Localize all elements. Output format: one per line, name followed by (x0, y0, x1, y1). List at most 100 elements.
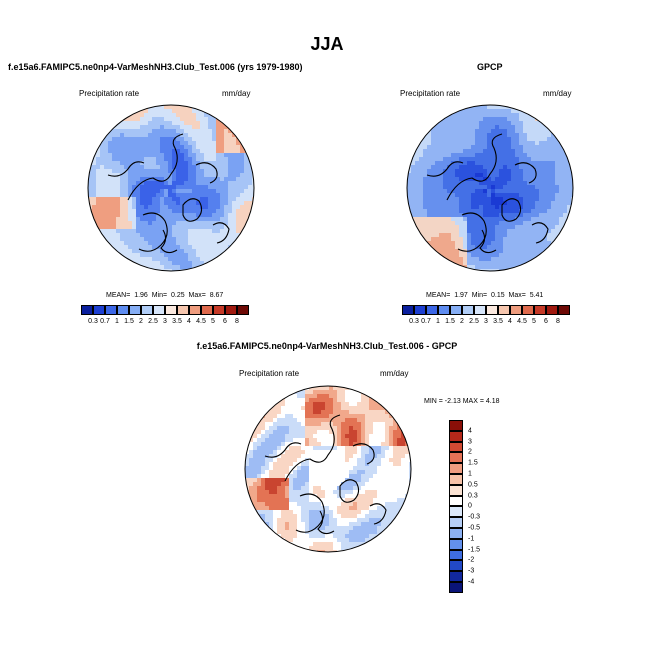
colorbar-swatch (534, 305, 546, 315)
coastline (107, 133, 230, 254)
colorbar-swatch (141, 305, 153, 315)
colorbar-swatch (177, 305, 189, 315)
model-colorbar (81, 305, 249, 315)
diff-units: mm/day (380, 369, 409, 378)
colorbar-tick-label: 0.7 (421, 318, 431, 325)
colorbar-swatch (449, 420, 463, 431)
colorbar-tick-label: 0.3 (409, 318, 419, 325)
colorbar-tick-label: 6 (544, 318, 548, 325)
colorbar-swatch (189, 305, 201, 315)
colorbar-swatch (213, 305, 225, 315)
colorbar-swatch (81, 305, 93, 315)
colorbar-tick-label: 1 (115, 318, 119, 325)
colorbar-swatch (438, 305, 450, 315)
colorbar-swatch (449, 430, 463, 442)
colorbar-tick-label: 0.3 (88, 318, 98, 325)
model-var-label: Precipitation rate (79, 89, 140, 98)
figure-title: JJA (310, 34, 344, 54)
colorbar-swatch (449, 495, 463, 507)
colorbar-tick-label: 0 (468, 502, 472, 510)
colorbar-tick-label: 2 (468, 448, 472, 456)
diff-minmax: MIN = -2.13 MAX = 4.18 (424, 398, 500, 405)
colorbar-tick-label: 0.7 (100, 318, 110, 325)
colorbar-tick-label: 3 (163, 318, 167, 325)
colorbar-tick-label: 4 (187, 318, 191, 325)
colorbar-swatch (201, 305, 213, 315)
colorbar-tick-label: 5 (532, 318, 536, 325)
colorbar-tick-label: -2 (468, 556, 475, 564)
diff-panel-title: f.e15a6.FAMIPC5.ne0np4-VarMeshNH3.Club_T… (196, 341, 458, 351)
colorbar-tick-label: 2 (460, 318, 464, 325)
diff-var-label: Precipitation rate (239, 369, 300, 378)
colorbar-swatch (522, 305, 534, 315)
coastline (426, 133, 549, 254)
colorbar-swatch (225, 305, 237, 315)
model-stats: MEAN= 1.96 Min= 0.25 Max= 8.67 (106, 292, 224, 299)
obs-stats: MEAN= 1.97 Min= 0.15 Max= 5.41 (426, 292, 544, 299)
diff-colorbar-labels: 4 3 2 1.5 1 0.5 0.3 0 -0.3 -0.5 -1 -1.5 -2 -3 -4 (468, 420, 498, 593)
diff-colorbar (449, 420, 463, 593)
colorbar-tick-label: 4.5 (517, 318, 527, 325)
colorbar-tick-label: 3 (468, 438, 472, 446)
colorbar-swatch (498, 305, 510, 315)
obs-units: mm/day (543, 89, 572, 98)
colorbar-tick-label: -0.5 (468, 524, 481, 532)
colorbar-swatch (449, 441, 463, 453)
colorbar-swatch (449, 517, 463, 528)
colorbar-tick-label: 3 (484, 318, 488, 325)
colorbar-tick-label: 4 (508, 318, 512, 325)
colorbar-tick-label: 1.5 (124, 318, 134, 325)
colorbar-swatch (449, 538, 463, 550)
colorbar-tick-label: 1.5 (445, 318, 455, 325)
obs-colorbar-labels: 0.3 0.7 1 1.5 2 2.5 3 3.5 4 4.5 5 6 8 (402, 318, 570, 328)
colorbar-tick-label: 1 (436, 318, 440, 325)
colorbar-tick-label: 6 (223, 318, 227, 325)
colorbar-tick-label: 2.5 (469, 318, 479, 325)
colorbar-tick-label: -3 (468, 567, 475, 575)
model-colorbar-labels: 0.3 0.7 1 1.5 2 2.5 3 3.5 4 4.5 5 6 8 (81, 318, 249, 328)
colorbar-swatch (117, 305, 129, 315)
colorbar-tick-label: 0.5 (468, 481, 478, 489)
colorbar-swatch (449, 527, 463, 539)
colorbar-swatch (449, 560, 463, 572)
colorbar-swatch (93, 305, 105, 315)
colorbar-tick-label: -4 (468, 578, 475, 586)
model-polar-map (87, 104, 255, 272)
colorbar-swatch (402, 305, 414, 315)
obs-panel-title: GPCP (477, 62, 503, 72)
colorbar-swatch (449, 506, 463, 518)
colorbar-swatch (486, 305, 498, 315)
colorbar-swatch (449, 581, 463, 593)
colorbar-swatch (474, 305, 486, 315)
model-panel-title: f.e15a6.FAMIPC5.ne0np4-VarMeshNH3.Club_T… (8, 62, 303, 72)
colorbar-tick-label: 2.5 (148, 318, 158, 325)
colorbar-swatch (558, 305, 570, 315)
colorbar-tick-label: 4.5 (196, 318, 206, 325)
map-field (245, 386, 411, 552)
colorbar-tick-label: 4 (468, 427, 472, 435)
colorbar-swatch (153, 305, 165, 315)
colorbar-tick-label: 1 (468, 470, 472, 478)
colorbar-tick-label: 1.5 (468, 459, 478, 467)
colorbar-swatch (449, 463, 463, 474)
colorbar-swatch (165, 305, 177, 315)
colorbar-swatch (510, 305, 522, 315)
colorbar-tick-label: 3.5 (493, 318, 503, 325)
colorbar-swatch (546, 305, 558, 315)
colorbar-swatch (449, 452, 463, 464)
colorbar-swatch (105, 305, 117, 315)
colorbar-tick-label: 2 (139, 318, 143, 325)
colorbar-tick-label: 5 (211, 318, 215, 325)
diff-polar-map (244, 385, 412, 553)
obs-var-label: Precipitation rate (400, 89, 461, 98)
colorbar-swatch (129, 305, 141, 315)
colorbar-tick-label: 8 (235, 318, 239, 325)
colorbar-swatch (414, 305, 426, 315)
obs-polar-map (406, 104, 574, 272)
colorbar-swatch (462, 305, 474, 315)
colorbar-tick-label: -1 (468, 535, 475, 543)
colorbar-swatch (449, 571, 463, 582)
obs-colorbar (402, 305, 570, 315)
colorbar-swatch (450, 305, 462, 315)
colorbar-swatch (449, 484, 463, 496)
